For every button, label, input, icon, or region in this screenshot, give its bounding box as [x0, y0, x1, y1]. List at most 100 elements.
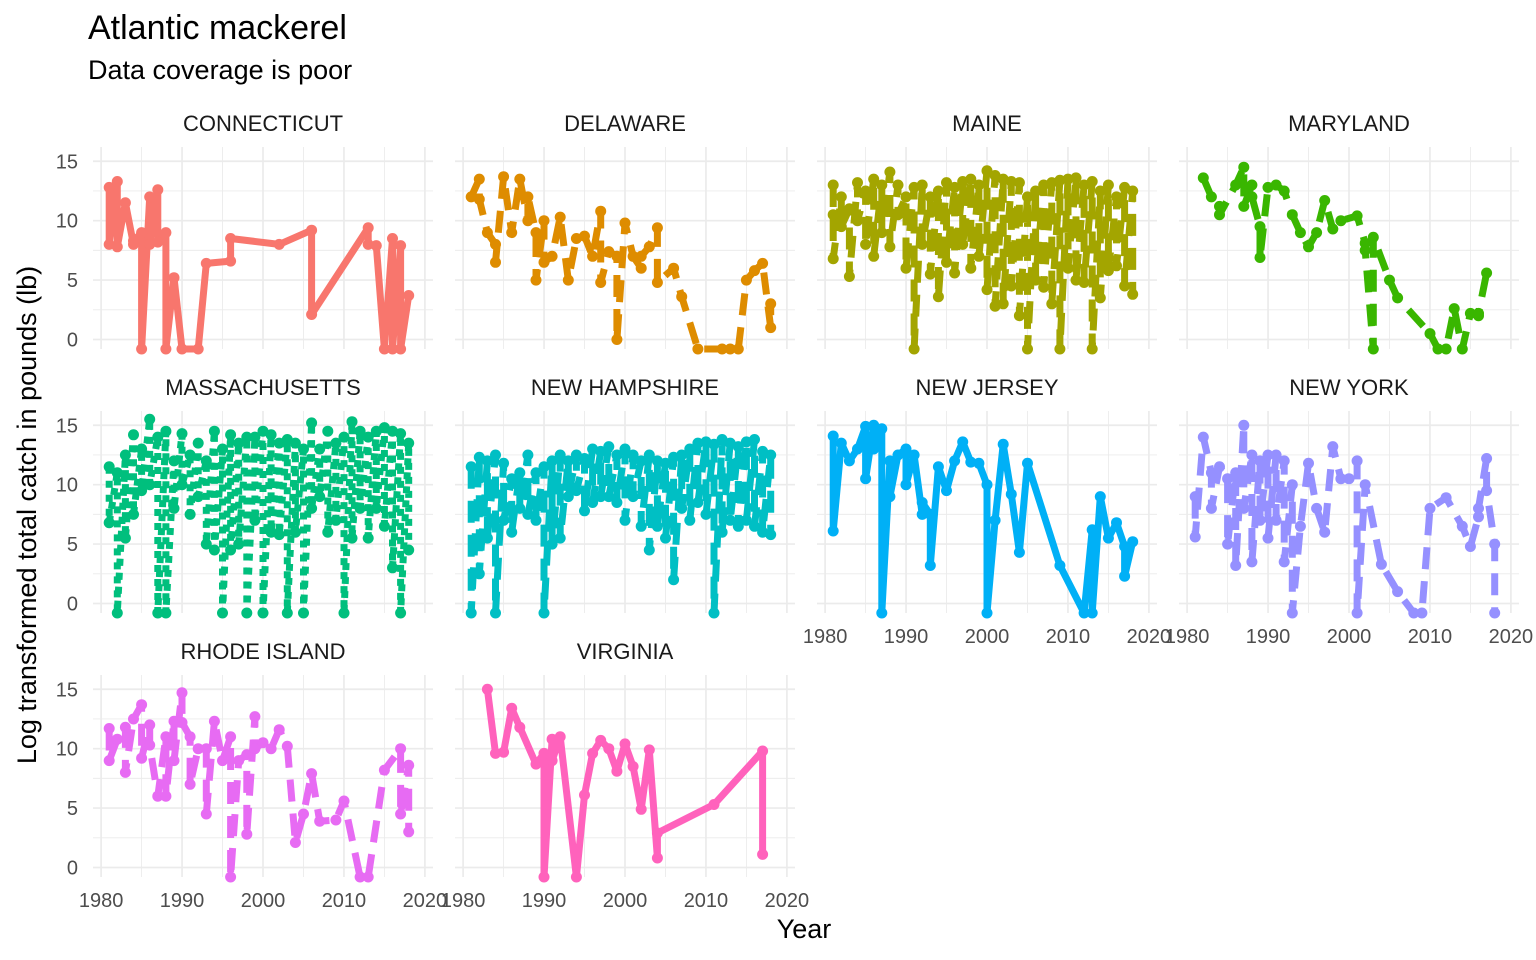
data-point: [136, 227, 148, 239]
data-point: [289, 437, 301, 449]
data-point: [1205, 502, 1217, 514]
data-point: [322, 425, 334, 437]
data-point: [619, 217, 631, 229]
data-point: [103, 517, 115, 529]
series-line-virginia: [483, 688, 767, 881]
data-point: [884, 241, 896, 253]
panel-delaware: DELAWARE: [455, 111, 795, 355]
data-point: [1278, 556, 1290, 568]
data-point: [827, 209, 839, 221]
data-point: [184, 508, 196, 520]
data-point: [997, 438, 1009, 450]
data-point: [522, 508, 534, 520]
data-point: [860, 420, 872, 432]
data-point: [1359, 479, 1371, 491]
data-point: [152, 236, 164, 248]
data-point: [1432, 343, 1444, 355]
y-tick-label: 10: [56, 211, 78, 233]
data-point: [168, 455, 180, 467]
data-point: [827, 430, 839, 442]
data-point: [192, 343, 204, 355]
data-point: [192, 491, 204, 503]
data-point: [643, 544, 655, 556]
data-point: [314, 443, 326, 455]
data-point: [765, 529, 777, 541]
data-point: [144, 719, 156, 731]
data-point: [1119, 280, 1131, 292]
data-point: [916, 497, 928, 508]
data-point: [892, 209, 904, 221]
data-point: [176, 428, 188, 440]
data-point: [225, 429, 237, 441]
data-point: [1005, 280, 1017, 292]
data-point: [965, 173, 977, 185]
data-point: [225, 731, 237, 743]
data-point: [676, 449, 688, 461]
data-point: [538, 871, 550, 883]
x-tick-label: 2020: [1127, 626, 1172, 648]
data-point: [1311, 502, 1323, 514]
data-point: [1481, 485, 1493, 497]
data-point: [1375, 558, 1387, 570]
data-point: [241, 607, 253, 619]
data-point: [1270, 449, 1282, 461]
data-point: [168, 272, 180, 284]
facet-label-maryland: MARYLAND: [1288, 111, 1410, 136]
data-point: [1238, 200, 1250, 212]
data-point: [884, 455, 896, 467]
data-point: [651, 827, 663, 839]
data-point: [465, 461, 477, 473]
data-point: [843, 271, 855, 282]
data-point: [1038, 281, 1050, 293]
data-point: [749, 434, 760, 445]
data-point: [249, 431, 261, 443]
series-line-new-jersey: [829, 421, 1137, 617]
data-point: [1230, 179, 1242, 191]
data-point: [1327, 441, 1339, 453]
data-point: [1408, 607, 1420, 619]
data-point: [1127, 288, 1139, 300]
data-point: [570, 485, 582, 497]
data-point: [611, 449, 623, 461]
data-point: [322, 526, 334, 538]
data-point: [498, 171, 510, 183]
panel-massachusetts: MASSACHUSETTS 0 5 10 15: [56, 375, 433, 619]
data-point: [530, 758, 542, 770]
data-point: [387, 233, 398, 244]
data-point: [354, 502, 366, 514]
data-point: [651, 520, 663, 532]
data-point: [1351, 455, 1363, 467]
data-point: [192, 743, 204, 755]
data-point: [387, 343, 398, 355]
data-point: [651, 222, 663, 234]
data-point: [1078, 607, 1090, 619]
data-point: [481, 227, 493, 239]
data-point: [362, 238, 374, 250]
data-point: [924, 508, 936, 520]
data-point: [498, 746, 510, 758]
x-tick-label: 2000: [1327, 626, 1372, 648]
data-point: [378, 343, 390, 355]
data-point: [941, 485, 952, 497]
data-point: [1311, 227, 1323, 239]
data-point: [111, 607, 123, 619]
data-point: [338, 607, 350, 619]
facet-label-rhode-island: RHODE ISLAND: [180, 639, 345, 664]
facet-label-massachusetts: MASSACHUSETTS: [165, 375, 361, 400]
data-point: [860, 238, 872, 250]
series-line-delaware: [468, 173, 775, 353]
data-point: [1351, 210, 1363, 222]
data-point: [514, 721, 526, 733]
data-point: [314, 815, 326, 827]
series-line-rhode-island: [105, 689, 413, 881]
data-point: [481, 455, 493, 467]
data-point: [843, 455, 855, 467]
data-point: [765, 322, 777, 334]
data-point: [1119, 570, 1131, 582]
data-point: [1238, 419, 1250, 431]
data-point: [957, 238, 969, 250]
data-point: [989, 514, 1001, 526]
panel-grid: [455, 411, 795, 613]
data-point: [1335, 473, 1347, 485]
